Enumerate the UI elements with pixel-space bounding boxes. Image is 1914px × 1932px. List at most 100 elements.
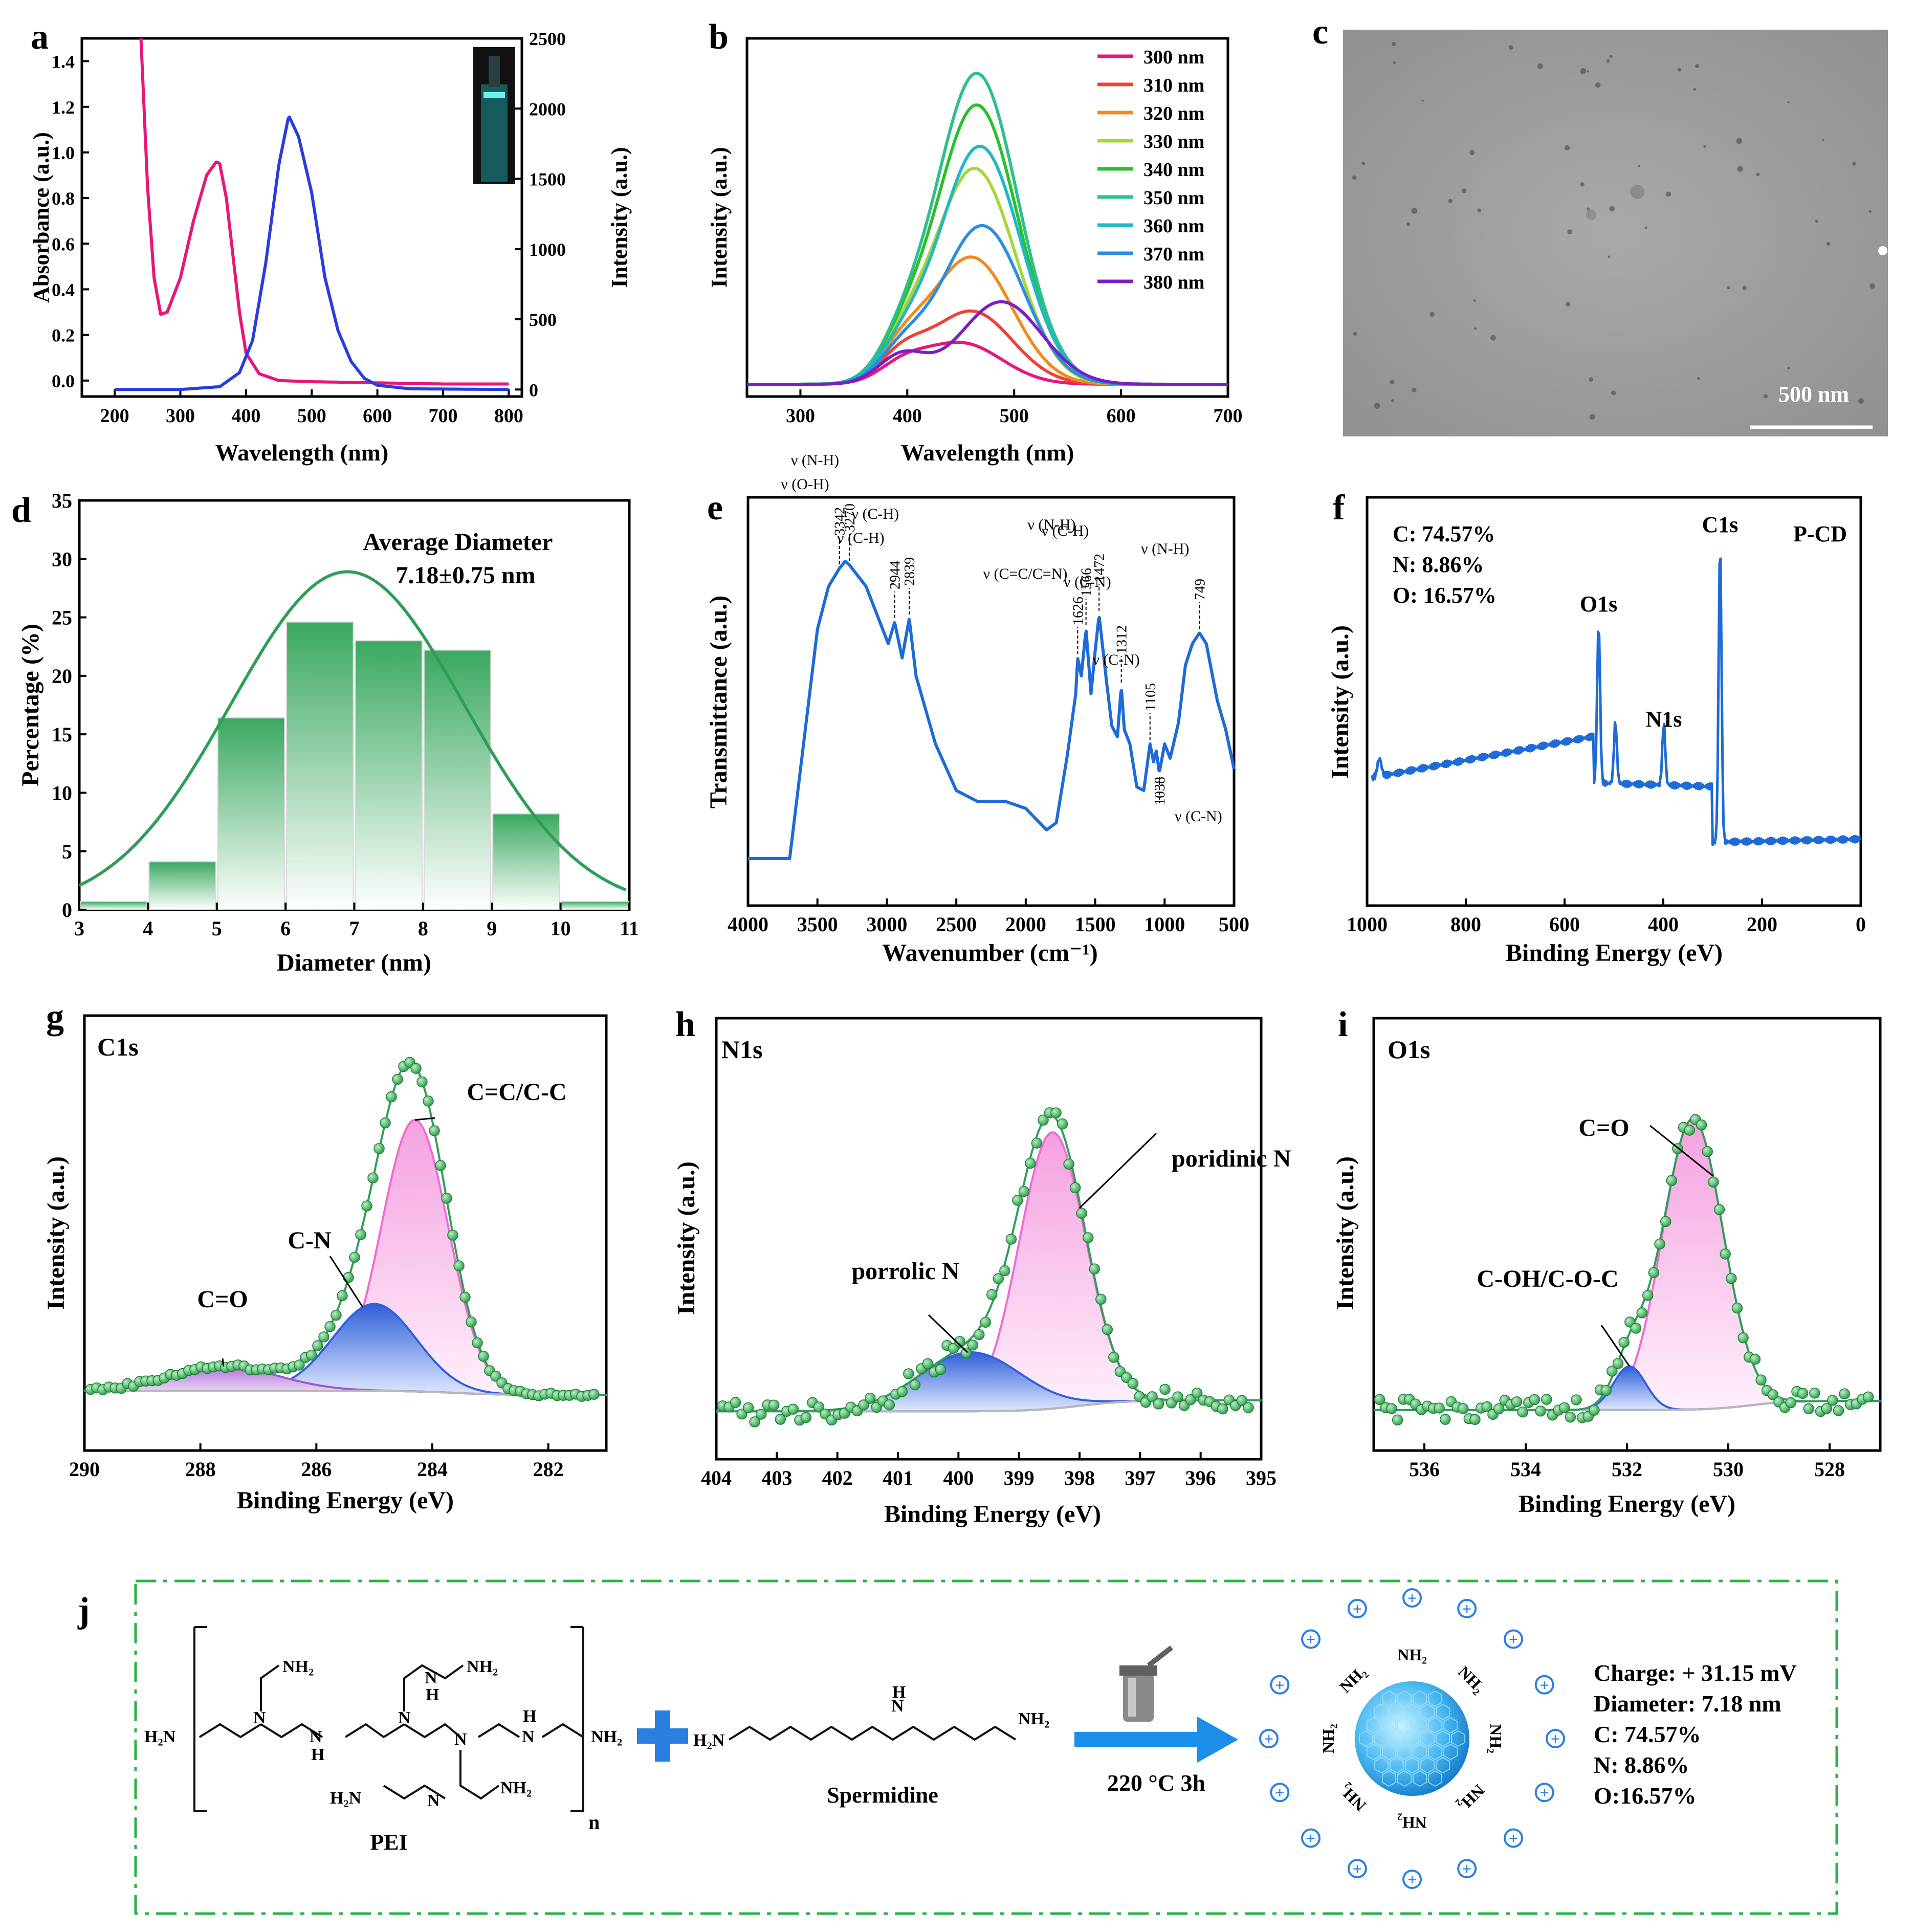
panel-e-annotation-label: ν (C=C/C=N) <box>983 565 1067 582</box>
charge-circle <box>1301 1629 1321 1649</box>
hex-cell <box>1405 1703 1419 1721</box>
pei-subscript-n: n <box>588 1811 600 1834</box>
positive-charge-icon: + <box>1402 1870 1422 1889</box>
sem-particle <box>1756 172 1760 177</box>
xps-data-point <box>1529 1394 1541 1406</box>
panel-a-x-tick-label: 200 <box>100 405 129 427</box>
sem-particle <box>1429 312 1435 317</box>
sem-particle <box>1565 145 1570 151</box>
xps-data-point <box>1785 1397 1797 1409</box>
xps-data-point <box>1648 1267 1660 1279</box>
xps-data-point <box>367 1172 379 1183</box>
pg-x-tick-label: 290 <box>69 1458 100 1481</box>
xps-data-point <box>1012 1195 1023 1206</box>
panel-a-y-tick-label: 1.0 <box>52 143 75 163</box>
xps-data-point <box>373 1143 385 1154</box>
pei-n-1: N <box>253 1708 266 1727</box>
positive-charge-icon: + <box>1503 1629 1523 1649</box>
xps-data-point <box>967 1340 978 1351</box>
xps-data-point <box>948 1343 959 1354</box>
ph-x-tick-label: 399 <box>1004 1466 1035 1489</box>
xps-data-point <box>380 1117 391 1129</box>
hex-cell <box>1359 1730 1373 1747</box>
panel-d-y-tick-label: 30 <box>52 547 72 570</box>
xps-component-label: C=C/C-C <box>467 1079 566 1106</box>
panel-f-peak-label: N1s <box>1646 707 1682 732</box>
charge-circle <box>1457 1859 1477 1879</box>
panel-e-annotation-value: 1566 <box>1079 568 1095 597</box>
composition-o: O: 16.57% <box>1393 583 1497 608</box>
panel-a-x-tick-label: 500 <box>297 405 326 427</box>
spermidine-h2n: H₂N <box>693 1731 725 1750</box>
sem-particle <box>1595 82 1601 88</box>
xps-data-point <box>884 1399 895 1411</box>
panel-d-xlabel: Diameter (nm) <box>277 949 431 976</box>
panel-j-schematic: H₂N N NH₂ N H N N H NH₂ N N H NH₂ N H₂N … <box>134 1579 1838 1915</box>
surface-nh2-label: NH₂ <box>1397 1813 1427 1832</box>
surface-nh2-label: NH₂ <box>1455 1781 1488 1815</box>
hex-cell <box>1436 1730 1450 1747</box>
panel-d-x-tick-label: 3 <box>74 917 84 940</box>
xps-data-point <box>1541 1394 1552 1405</box>
xps-data-point <box>318 1331 329 1343</box>
panel-f-peak-label: C1s <box>1702 512 1739 537</box>
pi-x-tick-label: 532 <box>1612 1458 1642 1481</box>
panel-d-bar <box>423 649 492 910</box>
scale-bar-label: 500 nm <box>1778 382 1849 407</box>
panel-b-legend-label: 340 nm <box>1143 159 1204 181</box>
hex-cell <box>1428 1770 1442 1787</box>
xps-data-point <box>1803 1403 1814 1415</box>
panel-d-x-tick-label: 4 <box>143 917 153 940</box>
pg-x-tick-label: 284 <box>417 1458 448 1481</box>
sem-particle <box>1589 414 1595 420</box>
xps-data-point <box>355 1229 366 1240</box>
xps-data-point <box>361 1200 372 1212</box>
panel-a-xlabel: Wavelength (nm) <box>215 440 389 466</box>
panel-label-e: e <box>707 488 723 528</box>
xps-data-point <box>1612 1358 1624 1369</box>
panel-e-xlabel: Wavenumber (cm⁻¹) <box>882 939 1097 967</box>
surface-nh2-label: NH₂ <box>1319 1724 1337 1753</box>
pi-x-tick-label: 534 <box>1510 1458 1541 1481</box>
xps-component-label: C=O <box>1578 1114 1629 1141</box>
panel-d-bar <box>561 901 629 910</box>
xps-data-point <box>775 1414 786 1425</box>
panel-d-y-tick-label: 15 <box>52 723 72 746</box>
xps-data-point <box>922 1358 934 1369</box>
hex-cell <box>1374 1703 1389 1721</box>
xps-data-point <box>1038 1114 1049 1126</box>
xps-data-point <box>349 1252 360 1263</box>
hex-cell <box>1374 1730 1389 1747</box>
sem-particle <box>1580 182 1585 187</box>
panel-e-annotation-value: 1312 <box>1114 625 1130 654</box>
xps-data-point <box>903 1368 914 1379</box>
xps-data-point <box>1076 1208 1087 1219</box>
positive-charge-icon: + <box>1301 1828 1321 1848</box>
xps-data-point <box>1862 1391 1874 1402</box>
panel-d-x-tick-label: 6 <box>280 917 291 940</box>
xps-component-label: C-N <box>288 1227 332 1254</box>
xps-data-point <box>447 1230 458 1241</box>
sem-particle <box>1787 366 1790 369</box>
charge-plus: + <box>1264 1729 1273 1748</box>
xps-data-point <box>986 1289 998 1300</box>
panel-f-x-tick-label: 1000 <box>1347 913 1388 936</box>
sem-particle <box>1742 286 1747 291</box>
panel-a-x-tick-label: 700 <box>428 405 457 427</box>
panel-label-j: j <box>77 1591 90 1630</box>
xps-data-point <box>343 1271 354 1283</box>
spermidine-structure <box>728 1725 1017 1741</box>
xps-data-point <box>1731 1302 1743 1314</box>
hex-cell <box>1390 1703 1404 1721</box>
xps-data-point <box>1018 1185 1030 1197</box>
reaction-condition: 220 °C 3h <box>1107 1770 1205 1796</box>
sem-particle <box>1868 210 1872 213</box>
panel-d-ylabel: Percentage (%) <box>17 624 44 786</box>
panel-d-y-tick-label: 10 <box>52 781 72 804</box>
pei-n-2: N <box>398 1708 411 1727</box>
pei-h2n-bottom: H₂N <box>330 1789 362 1808</box>
panel-b-legend-label: 360 nm <box>1143 215 1204 237</box>
panel-d-bar <box>217 717 285 910</box>
sem-particle <box>1608 255 1611 258</box>
